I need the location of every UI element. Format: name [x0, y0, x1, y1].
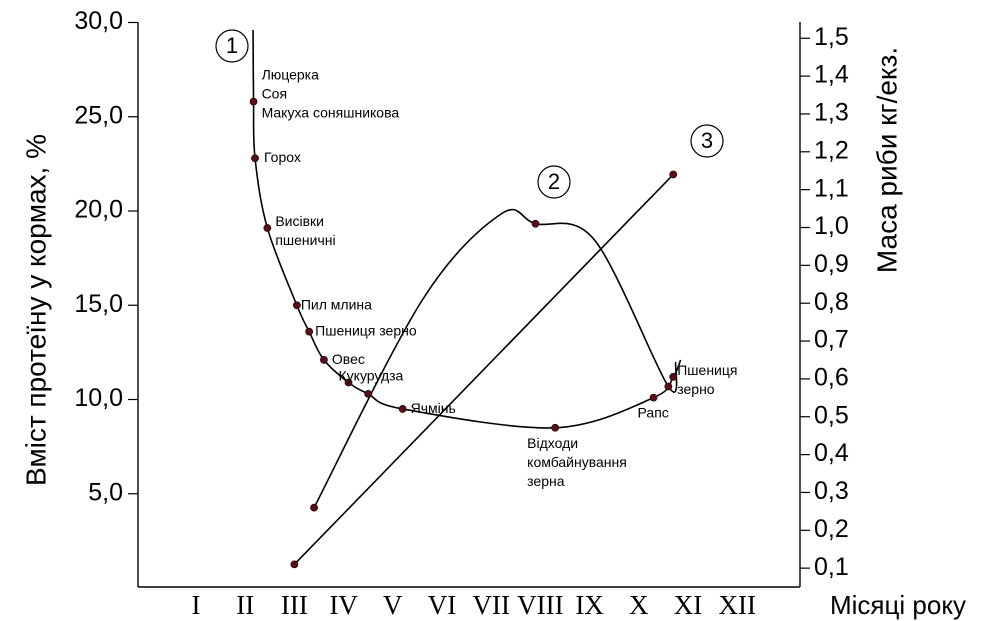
curve-1-point — [263, 224, 272, 232]
curve-number-markers: 1 2 3 — [215, 29, 724, 199]
x-tick-label: VII — [472, 590, 509, 620]
y-right-tick-label: 0,2 — [814, 515, 849, 543]
curve-1-point — [344, 378, 353, 387]
point-label-line: Пил млина — [301, 296, 372, 312]
curve-1-marker-label: 1 — [226, 33, 238, 58]
point-label: Люцерка Соя Макуха соняшникова — [262, 66, 400, 120]
y-right-tick-label: 1,2 — [814, 136, 849, 164]
data-points — [249, 97, 678, 569]
x-tick-label: X — [629, 590, 649, 620]
curve-1-point — [249, 97, 258, 106]
x-tick-label: III — [281, 590, 308, 620]
point-label: Горох — [264, 149, 301, 165]
curve-2-point — [664, 382, 673, 391]
point-label-line: зерно — [677, 381, 715, 397]
y-left-tick-label: 20,0 — [74, 196, 123, 224]
y-right-tick-label: 0,6 — [814, 364, 849, 392]
y-right-tick-label: 1,0 — [814, 212, 849, 240]
point-label: Висівки пшеничні — [275, 213, 335, 248]
point-label: Рапс — [638, 404, 669, 420]
point-label: Відходи комбайнування зерна — [527, 434, 627, 488]
y-left-tick-label: 10,0 — [74, 384, 123, 412]
point-label-line: Висівки — [275, 213, 324, 229]
curves — [252, 29, 682, 565]
y-right-tick-label: 0,1 — [814, 553, 849, 581]
curve-3-point — [669, 170, 678, 179]
x-tick-label: VI — [428, 590, 457, 620]
x-tick-label: IX — [575, 590, 604, 620]
curve-2-line — [313, 208, 678, 508]
y-right-tick-label: 1,1 — [814, 174, 849, 202]
point-label-line: Рапс — [638, 404, 669, 420]
y-right-axis-label: Маса риби кг/екз. — [871, 47, 902, 273]
left-y-ticks: 30,0 25,0 20,0 15,0 10,0 5,0 — [74, 7, 138, 506]
y-right-tick-label: 0,7 — [814, 326, 849, 354]
point-label: Пил млина — [301, 296, 372, 312]
curve-2-point — [531, 219, 540, 228]
y-right-tick-label: 1,4 — [814, 61, 849, 89]
point-label-line: Пшениця зерно — [315, 322, 417, 338]
curve-3-marker — [690, 124, 724, 158]
curve-1-point — [251, 154, 259, 163]
curve-1-point — [398, 405, 407, 413]
curve-1-point — [305, 327, 314, 336]
curve-1-point — [551, 423, 560, 432]
x-tick-label: IV — [329, 590, 358, 620]
x-tick-label: V — [383, 590, 403, 620]
point-label-line: Пшениця — [677, 362, 737, 378]
y-left-tick-label: 5,0 — [88, 478, 123, 506]
y-left-tick-label: 15,0 — [74, 290, 123, 318]
curve-2-marker — [537, 165, 571, 199]
y-right-tick-label: 0,9 — [814, 250, 849, 278]
curve-1-point — [669, 372, 678, 381]
point-label-line: зерна — [527, 472, 565, 488]
point-label: Кукурудза — [339, 367, 404, 383]
y-right-tick-label: 1,5 — [814, 23, 849, 51]
point-label-line: Горох — [264, 149, 301, 165]
curve-3-point — [290, 560, 299, 569]
point-label-line: Соя — [262, 85, 287, 101]
curve-1-line — [252, 29, 682, 429]
y-right-tick-label: 0,4 — [814, 439, 849, 467]
x-tick-label: XII — [718, 590, 755, 620]
curve-1-point — [364, 389, 373, 398]
x-axis-labels: I II III IV V VI VII VIII IX X XI XII Місяці року — [192, 590, 967, 620]
curve-3-line — [293, 173, 674, 565]
point-label-line: Ячмінь — [411, 400, 456, 416]
y-left-tick-label: 25,0 — [74, 101, 123, 129]
point-label-line: Люцерка — [262, 66, 320, 82]
point-label: Пшениця зерно — [677, 362, 737, 397]
right-y-ticks: 1,5 1,4 1,3 1,2 1,1 1,0 0,9 0,8 0,7 0,6 0,5 0,4 0,3 0… — [800, 23, 849, 581]
x-tick-label: I — [192, 590, 201, 620]
curve-3-marker-label: 3 — [701, 128, 713, 153]
point-label-line: Відходи — [527, 434, 578, 450]
point-labels: Люцерка Соя Макуха соняшникова Горох Висівки… — [262, 66, 738, 488]
point-label: Овес — [332, 351, 365, 367]
point-label-line: пшеничні — [275, 232, 335, 248]
y-right-tick-label: 1,3 — [814, 99, 849, 127]
curve-1-marker — [215, 29, 249, 63]
curve-2-marker-label: 2 — [548, 169, 560, 194]
y-right-tick-label: 0,8 — [814, 288, 849, 316]
y-left-axis-label: Вміст протеїну у кормах, % — [20, 134, 51, 486]
y-right-tick-label: 0,5 — [814, 401, 849, 429]
point-label: Пшениця зерно — [315, 322, 417, 338]
point-label-line: Кукурудза — [339, 367, 404, 383]
y-left-tick-label: 30,0 — [74, 7, 123, 35]
point-label: Ячмінь — [411, 400, 456, 416]
axes — [137, 22, 801, 588]
x-axis-title: Місяці року — [830, 590, 966, 620]
point-label-line: Овес — [332, 351, 365, 367]
point-label-line: комбайнування — [527, 453, 627, 469]
point-label-line: Макуха соняшникова — [262, 104, 400, 120]
curve-1-point — [320, 356, 328, 364]
x-tick-label: II — [236, 590, 254, 620]
curve-1-point — [292, 301, 301, 310]
curve-1-point — [649, 393, 658, 402]
x-tick-label: VIII — [517, 590, 563, 620]
x-tick-label: XI — [674, 590, 703, 620]
y-right-tick-label: 0,3 — [814, 477, 849, 505]
curve-2-point — [310, 503, 318, 512]
